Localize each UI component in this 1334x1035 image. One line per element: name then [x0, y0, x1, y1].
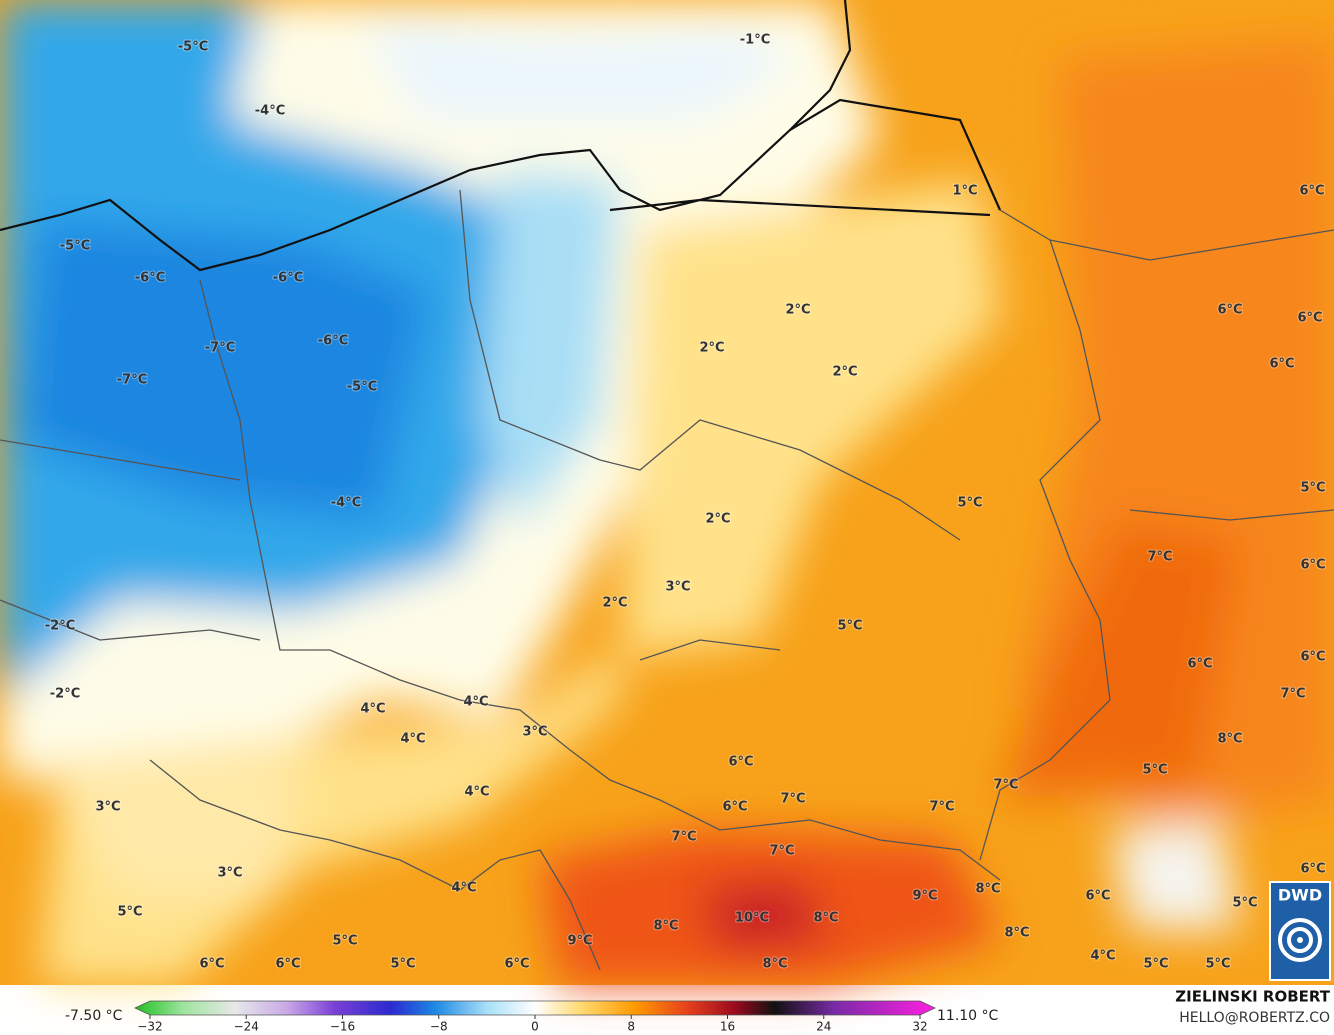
credits: ZIELINSKI ROBERT HELLO@ROBERTZ.CO: [1175, 988, 1330, 1027]
temperature-label: 2°C: [785, 303, 810, 318]
colorbar: [134, 1000, 936, 1016]
temperature-label: 6°C: [504, 957, 529, 972]
temperature-label: 3°C: [665, 580, 690, 595]
temperature-label: 6°C: [275, 957, 300, 972]
temperature-label: 8°C: [762, 957, 787, 972]
temperature-label: 2°C: [832, 365, 857, 380]
temperature-label: 3°C: [217, 866, 242, 881]
colorbar-tick-label: −16: [330, 1020, 355, 1034]
temperature-label: 8°C: [653, 919, 678, 934]
temperature-label: 4°C: [1090, 949, 1115, 964]
temperature-label: 2°C: [699, 341, 724, 356]
temperature-label: 7°C: [769, 844, 794, 859]
temperature-label: 5°C: [1300, 481, 1325, 496]
colorbar-tick-label: 32: [912, 1020, 927, 1034]
logo: DWD: [1269, 881, 1331, 981]
temperature-label: 6°C: [1085, 889, 1110, 904]
temperature-label: 6°C: [1300, 558, 1325, 573]
colorbar-tick-label: 0: [531, 1020, 539, 1034]
temperature-label: -6°C: [135, 271, 165, 286]
temperature-label: 7°C: [1280, 687, 1305, 702]
temperature-label: 1°C: [952, 184, 977, 199]
temperature-label: 6°C: [1300, 650, 1325, 665]
temperature-label: 8°C: [1217, 732, 1242, 747]
logo-text: DWD: [1278, 886, 1322, 905]
temperature-label: 5°C: [390, 957, 415, 972]
temperature-label: 3°C: [522, 725, 547, 740]
temperature-label: 6°C: [722, 800, 747, 815]
colorbar-tick-label: 24: [816, 1020, 831, 1034]
border: [0, 189, 1334, 971]
temperature-label: 5°C: [117, 905, 142, 920]
legend-max: 11.10 °C: [937, 1008, 999, 1024]
colorbar-tick-label: −32: [137, 1020, 162, 1034]
temperature-label: 5°C: [1142, 763, 1167, 778]
temperature-label: 5°C: [332, 934, 357, 949]
temperature-label: 10°C: [735, 911, 769, 926]
temperature-label: 7°C: [1147, 550, 1172, 565]
temperature-label: 2°C: [602, 596, 627, 611]
temperature-label: -7°C: [117, 373, 147, 388]
coastline: [0, 0, 1002, 272]
temperature-label: -7°C: [205, 341, 235, 356]
legend: -7.50 °C 11.10 °C −32 −24 −16 −8 0 8 16 24 32: [65, 1000, 999, 1034]
temperature-label: 9°C: [912, 889, 937, 904]
temperature-labels: -5°C -1°C -4°C 1°C 6°C -5°C -6°C -6°C 2°C 6°C 6°C -…: [44, 32, 1327, 973]
temperature-label: 6°C: [1269, 357, 1294, 372]
temperature-label: -6°C: [318, 334, 348, 349]
temperature-label: 6°C: [1299, 184, 1324, 199]
temperature-label: 8°C: [1004, 926, 1029, 941]
colorbar-tick-label: −8: [430, 1020, 448, 1034]
temperature-label: 4°C: [400, 732, 425, 747]
temperature-label: 7°C: [929, 800, 954, 815]
temperature-field: [0, 0, 1334, 985]
temperature-label: 5°C: [837, 619, 862, 634]
map: -5°C -1°C -4°C 1°C 6°C -5°C -6°C -6°C 2°C 6°C 6°C -…: [0, 0, 1334, 985]
credit-name: ZIELINSKI ROBERT: [1175, 988, 1330, 1006]
temperature-label: 4°C: [464, 785, 489, 800]
temperature-label: 9°C: [567, 934, 592, 949]
colorbar-tick-label: 16: [720, 1020, 735, 1034]
temperature-label: 6°C: [199, 957, 224, 972]
temperature-label: 5°C: [1143, 957, 1168, 972]
temperature-label: 5°C: [1205, 957, 1230, 972]
temperature-label: 6°C: [1300, 862, 1325, 877]
temperature-label: 6°C: [1187, 657, 1212, 672]
temperature-label: 7°C: [993, 778, 1018, 793]
temperature-label: -2°C: [45, 619, 75, 634]
temperature-label: 7°C: [780, 792, 805, 807]
temperature-label: -5°C: [178, 40, 208, 55]
temperature-label: 3°C: [95, 800, 120, 815]
colorbar-ticks: −32 −24 −16 −8 0 8 16 24 32: [137, 1015, 928, 1034]
temperature-label: 4°C: [463, 695, 488, 710]
temperature-label: -4°C: [255, 104, 285, 119]
temperature-label: 8°C: [813, 911, 838, 926]
temperature-label: -1°C: [740, 33, 770, 48]
temperature-label: 8°C: [975, 882, 1000, 897]
legend-min: -7.50 °C: [65, 1008, 123, 1024]
temperature-label: 5°C: [957, 496, 982, 511]
temperature-label: -4°C: [331, 496, 361, 511]
temperature-label: 7°C: [671, 830, 696, 845]
temperature-label: 4°C: [451, 881, 476, 896]
colorbar-tick-label: −24: [234, 1020, 259, 1034]
temperature-label: -5°C: [347, 380, 377, 395]
temperature-label: -2°C: [50, 687, 80, 702]
temperature-label: -6°C: [273, 271, 303, 286]
temperature-label: 2°C: [705, 512, 730, 527]
temperature-label: 4°C: [360, 702, 385, 717]
colorbar-tick-label: 8: [627, 1020, 635, 1034]
temperature-label: 6°C: [1217, 303, 1242, 318]
temperature-label: 5°C: [1232, 896, 1257, 911]
credit-contact: HELLO@ROBERTZ.CO: [1179, 1010, 1330, 1026]
temperature-label: 6°C: [728, 755, 753, 770]
temperature-label: 6°C: [1297, 311, 1322, 326]
temperature-label: -5°C: [60, 239, 90, 254]
